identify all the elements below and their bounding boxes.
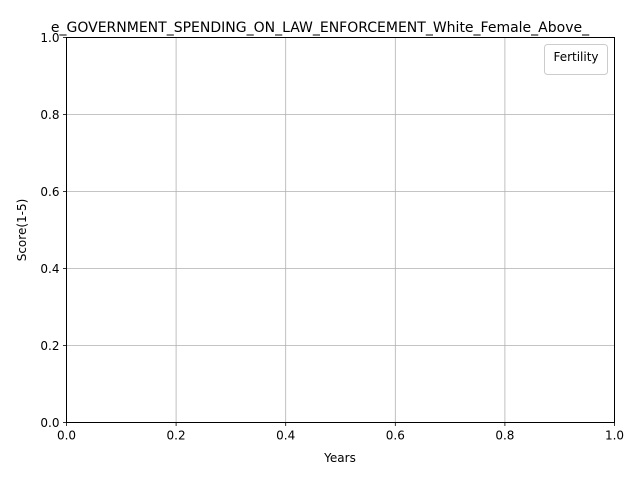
- chart-title: e_GOVERNMENT_SPENDING_ON_LAW_ENFORCEMENT…: [51, 20, 590, 36]
- y-axis: 0.0 0.2 0.4 0.6 0.8 1.0: [40, 31, 67, 430]
- y-axis-label: Score(1-5): [15, 199, 29, 262]
- x-tick-label: 0.2: [167, 429, 186, 443]
- x-axis: 0.0 0.2 0.4 0.6 0.8 1.0: [57, 422, 624, 443]
- y-tick-label: 0.6: [40, 185, 59, 199]
- x-tick-label: 1.0: [605, 429, 624, 443]
- legend-box: [544, 44, 608, 75]
- y-tick-label: 0.8: [40, 108, 59, 122]
- y-tick-label: 0.4: [40, 262, 59, 276]
- legend: Fertility: [544, 44, 608, 75]
- y-tick-label: 1.0: [40, 31, 59, 45]
- y-tick-label: 0.0: [40, 416, 59, 430]
- x-tick-label: 0.8: [495, 429, 514, 443]
- x-axis-label: Years: [323, 451, 356, 465]
- plot-frame: [66, 37, 615, 423]
- x-tick-label: 0.4: [276, 429, 295, 443]
- x-tick-label: 0.6: [386, 429, 405, 443]
- x-tick-label: 0.0: [57, 429, 76, 443]
- y-tick-label: 0.2: [40, 339, 59, 353]
- legend-title: Fertility: [553, 50, 598, 64]
